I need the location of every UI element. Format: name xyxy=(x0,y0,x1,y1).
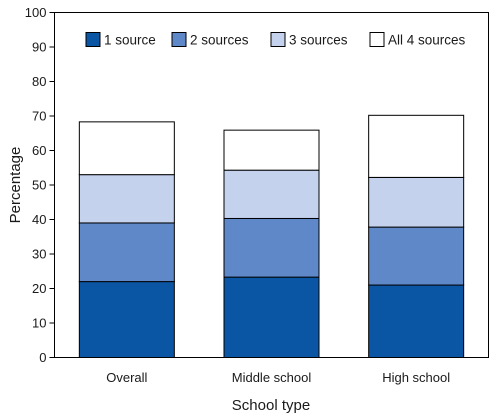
legend-swatch xyxy=(171,32,187,47)
bar-segment xyxy=(368,176,465,228)
bar-segment xyxy=(223,217,320,278)
y-tick-label: 70 xyxy=(32,109,46,124)
bar-segment xyxy=(368,284,465,358)
legend-swatch xyxy=(270,32,286,47)
y-tick-label: 80 xyxy=(32,74,46,89)
y-axis: 0 10 20 30 40 50 60 70 80 90 100 xyxy=(25,5,55,365)
y-tick-label: 20 xyxy=(32,281,46,296)
y-axis-title: Percentage xyxy=(7,147,24,224)
y-tick-label: 40 xyxy=(32,212,46,227)
legend-label: 1 source xyxy=(104,33,156,48)
bar-segment xyxy=(223,276,320,358)
bar-segment xyxy=(223,169,320,219)
y-tick-label: 100 xyxy=(25,5,47,20)
legend-swatch xyxy=(85,32,101,47)
bar-segment xyxy=(368,226,465,286)
x-tick-label: Overall xyxy=(106,370,147,385)
y-tick-label: 30 xyxy=(32,247,46,262)
y-tick-label: 0 xyxy=(39,350,46,365)
bars xyxy=(78,114,465,359)
y-tick-label: 90 xyxy=(32,40,46,55)
y-tick-label: 50 xyxy=(32,178,46,193)
bar-segment xyxy=(223,129,320,171)
x-axis-title: School type xyxy=(232,397,310,414)
bar-segment xyxy=(78,174,175,224)
legend-label: 2 sources xyxy=(190,33,249,48)
x-tick-label: Middle school xyxy=(232,370,312,385)
x-tick-label: High school xyxy=(382,370,450,385)
legend-label: All 4 sources xyxy=(388,33,466,48)
legend: 1 source 2 sources 3 sources All 4 sources xyxy=(85,32,466,48)
y-tick-label: 10 xyxy=(32,316,46,331)
bar-segment xyxy=(368,114,465,178)
legend-swatch xyxy=(369,32,385,47)
bar-segment xyxy=(78,121,175,176)
x-axis: Overall Middle school High school xyxy=(106,370,450,385)
legend-label: 3 sources xyxy=(289,33,348,48)
bar-segment xyxy=(78,222,175,283)
y-tick-label: 60 xyxy=(32,143,46,158)
bar-segment xyxy=(78,281,175,359)
